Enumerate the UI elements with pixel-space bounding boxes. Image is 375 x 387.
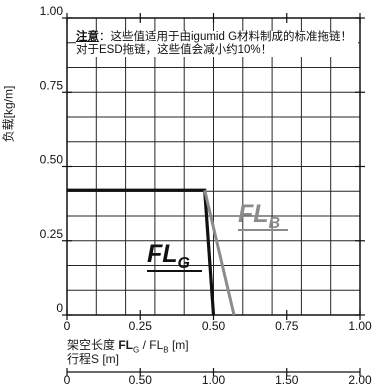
fl-g-label-underline: [147, 270, 202, 272]
travel-tick-label: 2.00: [348, 373, 372, 387]
y-axis-label: 负载[kg/m]: [1, 85, 16, 143]
y-tick-label: 0: [56, 301, 63, 315]
y-tick-label: 0.50: [40, 153, 64, 167]
note-box: 注意：这些值适用于由igumid G材料制成的标准拖链！对于ESD拖链，这些值会…: [76, 31, 358, 57]
fl-g-curve-label: FLG: [147, 240, 190, 272]
note-heading: 注意: [76, 31, 99, 43]
x-tick-label: 0.75: [275, 319, 299, 333]
fl-b-curve-label: FLB: [238, 200, 281, 232]
series-line-fl-b: [203, 189, 236, 316]
y-tick-label: 1.00: [40, 4, 64, 18]
x-tick-label: 0.50: [202, 319, 226, 333]
fl-b-label-underline: [238, 229, 288, 231]
x-tick-label: 0: [64, 319, 71, 333]
travel-tick-label: 1.00: [202, 373, 226, 387]
x-axis-title-travel: 行程S [m]: [67, 352, 120, 366]
y-tick-label: 0.25: [40, 227, 64, 241]
note-text: ：这些值适用于由igumid G材料制成的标准拖链！对于ESD拖链，这些值会减小…: [76, 31, 353, 56]
x-tick-label: 1.00: [348, 319, 372, 333]
series-line-fl-g: [67, 188, 216, 316]
y-axis-title: 负载[kg/m]: [1, 84, 16, 144]
x-tick-label: 0.25: [129, 319, 153, 333]
travel-tick-label: 0: [64, 373, 71, 387]
travel-tick-label: 0.50: [129, 373, 153, 387]
x-axis-title-span: 架空长度 FLG / FLB [m]: [67, 338, 189, 355]
y-tick-label: 0.75: [40, 78, 64, 92]
travel-tick-label: 1.50: [275, 373, 299, 387]
